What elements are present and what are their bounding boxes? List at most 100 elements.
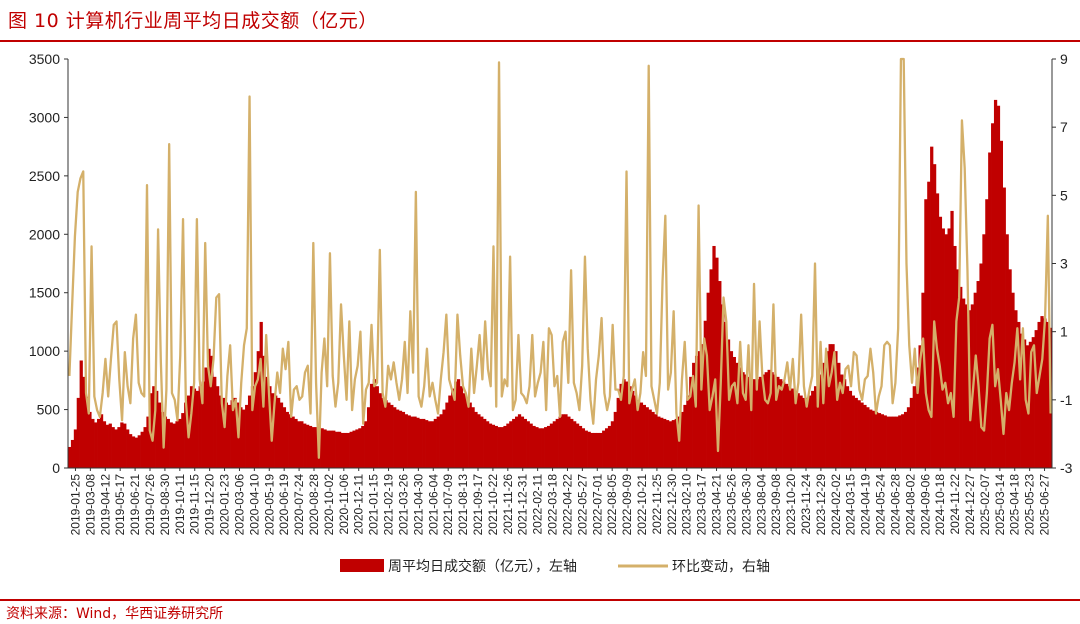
bar: [750, 379, 754, 468]
bar: [422, 418, 426, 468]
bar: [808, 395, 812, 468]
right-tick-label: -1: [1060, 392, 1073, 408]
bar: [474, 411, 478, 468]
bar: [140, 431, 144, 468]
bar: [872, 410, 876, 468]
x-tick-label: 2021-04-30: [411, 474, 425, 536]
bar: [848, 390, 853, 468]
bar: [779, 379, 783, 468]
x-tick-label: 2023-09-08: [769, 474, 783, 536]
bar: [558, 416, 562, 468]
bar: [532, 425, 536, 468]
bar: [546, 425, 551, 468]
bar: [166, 418, 170, 468]
bar: [912, 386, 916, 468]
bar: [337, 431, 342, 468]
bar: [352, 430, 356, 468]
chart: 0 500 1000 1500 2000 2500 3000 3500 -3 -1 1 3 5 7 9 201…: [29, 51, 1073, 575]
bar: [503, 425, 507, 468]
bar: [288, 414, 292, 468]
x-tick-label: 2021-08-13: [456, 474, 470, 536]
bar: [314, 427, 318, 468]
x-tick-label: 2024-02-02: [829, 474, 843, 536]
bar: [520, 416, 525, 468]
x-tick-label: 2021-06-04: [426, 474, 440, 536]
bar: [697, 351, 702, 468]
x-tick-label: 2021-01-15: [367, 474, 381, 536]
bar: [956, 269, 960, 468]
bar: [369, 383, 374, 468]
x-tick-label: 2025-02-07: [978, 474, 992, 536]
bar: [227, 404, 231, 468]
bar: [575, 423, 580, 468]
x-tick-label: 2019-12-20: [203, 474, 217, 536]
bar: [631, 390, 635, 468]
bar: [787, 386, 792, 468]
x-tick-label: 2023-02-10: [680, 474, 694, 536]
bar: [462, 393, 467, 468]
x-tick-label: 2024-08-02: [903, 474, 917, 536]
bar: [111, 427, 115, 468]
bar: [291, 416, 295, 468]
bar: [1046, 321, 1050, 468]
bar: [465, 397, 469, 468]
x-tick-label: 2025-05-23: [1023, 474, 1037, 536]
bar: [210, 355, 214, 468]
bar: [596, 432, 600, 468]
bar: [117, 427, 121, 468]
bar: [79, 360, 83, 468]
bar: [436, 416, 440, 468]
bar: [250, 386, 255, 468]
bar: [584, 430, 588, 468]
bar: [950, 210, 954, 468]
legend: 周平均日成交额（亿元），左轴 环比变动，右轴: [340, 558, 770, 575]
bar: [784, 383, 789, 468]
bar: [613, 411, 617, 468]
bar: [1017, 321, 1021, 468]
bar: [233, 397, 237, 468]
bar: [407, 415, 411, 468]
legend-label-line: 环比变动，右轴: [672, 559, 770, 575]
bar: [651, 411, 655, 468]
bar: [930, 146, 934, 468]
bar: [454, 381, 458, 468]
x-tick-label: 2023-08-04: [754, 474, 768, 536]
right-tick-label: -3: [1060, 460, 1073, 476]
bar: [239, 407, 243, 468]
bar: [776, 376, 780, 468]
bar: [204, 367, 208, 468]
bar: [375, 386, 379, 468]
bar: [329, 430, 333, 468]
bar: [137, 435, 141, 468]
bar: [570, 418, 574, 468]
line-layer: [68, 57, 1052, 459]
left-tick-label: 3000: [29, 109, 60, 125]
bar: [996, 105, 1001, 469]
bar: [282, 407, 287, 468]
x-tick-label: 2020-08-28: [307, 474, 321, 536]
bar: [825, 351, 829, 468]
bar: [805, 397, 809, 468]
bar: [657, 416, 661, 468]
bar: [172, 423, 176, 468]
bar: [906, 407, 911, 468]
bar: [938, 216, 943, 468]
bar: [512, 418, 516, 468]
bar: [346, 432, 350, 468]
bar: [274, 395, 278, 468]
bar: [123, 423, 127, 468]
bar: [590, 432, 594, 468]
x-tick-label: 2021-09-17: [471, 474, 485, 536]
left-tick-label: 1500: [29, 285, 60, 301]
bar: [1008, 269, 1012, 468]
bar: [770, 372, 774, 468]
bar: [663, 418, 667, 468]
bar: [993, 99, 998, 469]
top-rule: [0, 40, 1080, 42]
x-tick-label: 2020-01-23: [218, 474, 232, 536]
bar: [703, 320, 707, 468]
bar: [932, 164, 937, 469]
bar: [262, 355, 266, 468]
bar: [1043, 318, 1047, 468]
bar: [564, 414, 568, 468]
